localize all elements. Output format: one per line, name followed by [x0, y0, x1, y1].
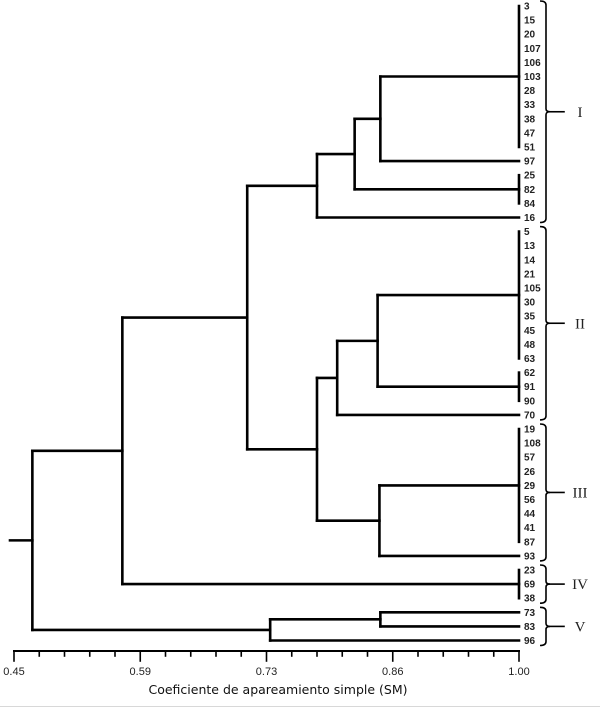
- group-label: V: [575, 619, 586, 635]
- leaf-label: 87: [524, 537, 536, 548]
- leaf-label: 84: [524, 199, 536, 210]
- leaf-label: 44: [524, 509, 536, 520]
- leaf-label: 38: [524, 594, 536, 605]
- leaf-label: 15: [524, 16, 536, 27]
- leaf-label: 28: [524, 86, 536, 97]
- branches: [8, 4, 521, 642]
- leaf-label: 26: [524, 467, 536, 478]
- group-bracket: [539, 564, 551, 604]
- leaf-label: 91: [524, 382, 536, 393]
- leaf-label: 3: [524, 2, 530, 13]
- leaf-label: 70: [524, 410, 536, 421]
- tick-label: 1.00: [508, 666, 529, 678]
- tick-label: 0.45: [3, 666, 24, 678]
- leaf-label: 73: [524, 608, 536, 619]
- bottom-divider: [0, 706, 600, 707]
- leaf-label: 56: [524, 495, 536, 506]
- leaf-label: 97: [524, 157, 536, 168]
- leaf-label: 30: [524, 298, 536, 309]
- leaf-label: 63: [524, 354, 536, 365]
- leaf-label: 29: [524, 481, 536, 492]
- leaf-label: 82: [524, 185, 536, 196]
- leaf-label: 105: [524, 284, 541, 295]
- leaf-label: 57: [524, 453, 536, 464]
- group-label: I: [578, 105, 583, 121]
- leaf-label: 33: [524, 100, 536, 111]
- group-bracket: [539, 606, 551, 647]
- leaf-label: 23: [524, 566, 536, 577]
- leaf-label: 20: [524, 30, 536, 41]
- leaf-label: 93: [524, 551, 536, 562]
- leaf-label: 106: [524, 58, 541, 69]
- leaf-label: 90: [524, 396, 536, 407]
- group-bracket: [539, 225, 551, 421]
- leaf-label: 38: [524, 114, 536, 125]
- leaf-label: 69: [524, 580, 536, 591]
- group-label: IV: [572, 577, 588, 593]
- leaf-label: 16: [524, 213, 536, 224]
- leaf-label: 48: [524, 340, 536, 351]
- leaf-label: 14: [524, 255, 536, 266]
- group-label: II: [575, 316, 585, 332]
- leaf-label: 19: [524, 425, 536, 436]
- leaf-label: 51: [524, 143, 536, 154]
- tick-label: 0.59: [130, 666, 151, 678]
- leaf-label: 25: [524, 171, 536, 182]
- leaf-label: 103: [524, 72, 541, 83]
- leaf-label: 45: [524, 326, 536, 337]
- group-label: III: [573, 485, 588, 501]
- leaf-label: 83: [524, 622, 536, 633]
- tick-label: 0.86: [382, 666, 403, 678]
- x-axis: 0.45 0.59 0.73 0.86 1.00: [3, 650, 530, 678]
- leaf-label: 35: [524, 312, 536, 323]
- leaf-labels: 3 15 20 107 106 103 28 33 38 47 51 97 25 82 84 16 5 13 14 2…: [524, 2, 541, 648]
- tick-label: 0.73: [256, 666, 277, 678]
- leaf-label: 62: [524, 368, 536, 379]
- group-bracket: [539, 423, 551, 562]
- leaf-label: 108: [524, 439, 541, 450]
- leaf-label: 41: [524, 523, 536, 534]
- leaf-label: 96: [524, 636, 536, 647]
- x-axis-title: Coeficiente de apareamiento simple (SM): [148, 682, 407, 697]
- leaf-label: 107: [524, 44, 541, 55]
- leaf-label: 5: [524, 227, 530, 238]
- leaf-label: 21: [524, 269, 536, 280]
- leaf-label: 13: [524, 241, 536, 252]
- group-bracket: [539, 0, 551, 224]
- leaf-label: 47: [524, 128, 536, 139]
